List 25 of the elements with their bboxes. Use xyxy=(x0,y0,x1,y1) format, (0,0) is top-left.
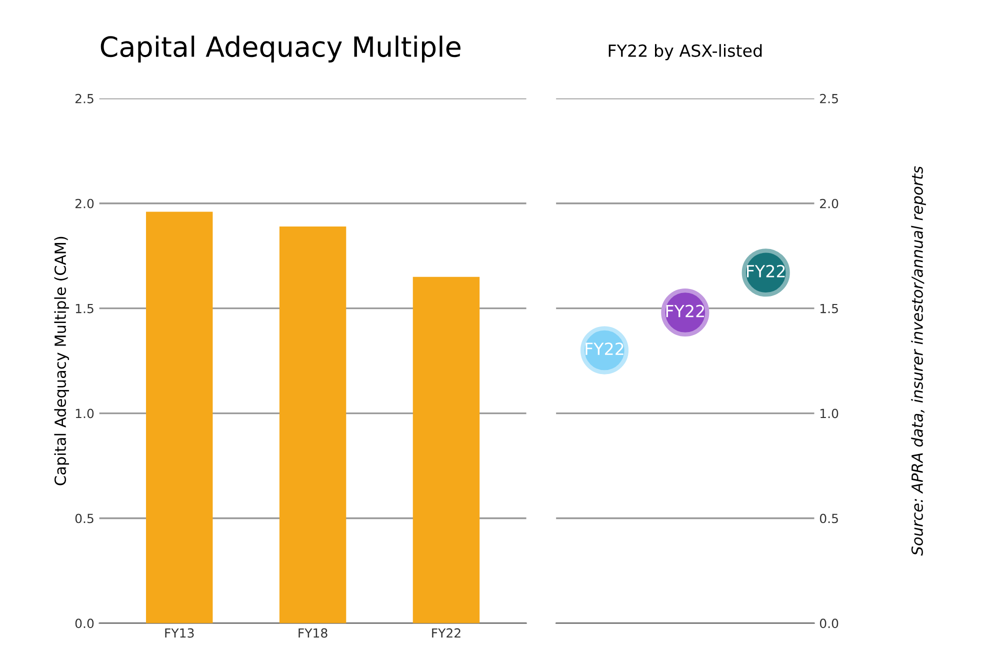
bar xyxy=(279,226,346,624)
annotation: FY22 xyxy=(586,342,624,355)
y-axis-title: Capital Adequacy Multiple (CAM) xyxy=(54,236,70,486)
y-tick-label: 1.5 xyxy=(76,304,94,314)
bar xyxy=(146,212,213,624)
bar xyxy=(412,276,480,624)
y2-tick-label: 1.0 xyxy=(820,408,838,418)
chart-title: Capital Adequacy Multiple xyxy=(100,36,460,63)
y-tick-label: 0.5 xyxy=(75,514,94,524)
source-note: Source: APRA data, insurer investor/annual reports xyxy=(911,166,926,556)
annotation: FY22 xyxy=(666,304,704,318)
y-tick-label: 2.5 xyxy=(75,94,94,104)
y-tick-label: 0.0 xyxy=(75,618,94,628)
y-tick-label: 1.0 xyxy=(76,408,94,418)
x-tick-label: FY22 xyxy=(432,628,460,638)
y2-tick-label: 0.5 xyxy=(820,514,838,524)
y2-tick-label: 2.0 xyxy=(820,198,838,208)
x-tick-label: FY13 xyxy=(165,628,194,638)
x-tick-label: FY18 xyxy=(298,628,328,638)
y2-tick-label: 1.5 xyxy=(820,304,838,314)
y-tick-label: 2.0 xyxy=(75,198,94,208)
annotation: FY22 xyxy=(747,264,785,278)
chart-title: FY22 by ASX-listed xyxy=(608,44,762,60)
y2-tick-label: 0.0 xyxy=(820,618,838,628)
y2-tick-label: 2.5 xyxy=(820,94,838,104)
